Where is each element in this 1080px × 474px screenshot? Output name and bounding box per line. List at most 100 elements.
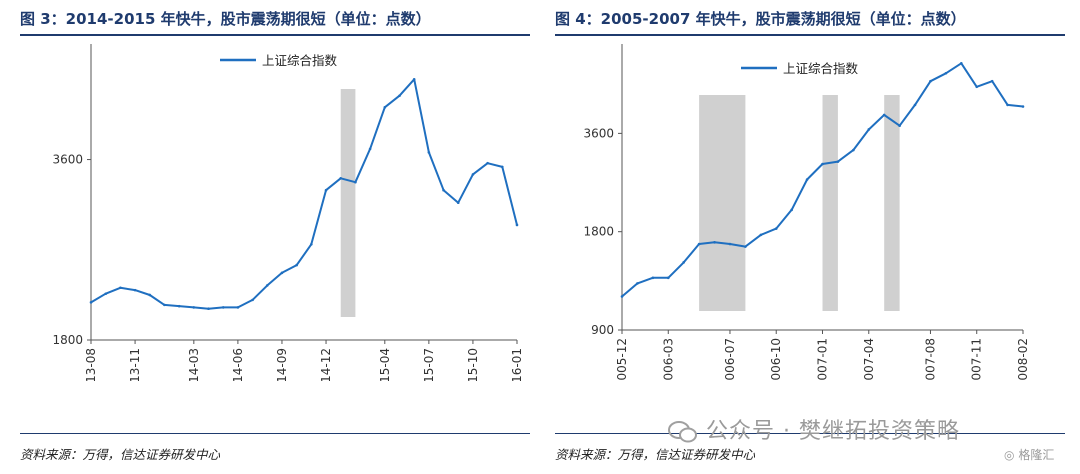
data-point xyxy=(975,85,979,89)
y-tick-label: 900 xyxy=(591,323,614,337)
x-tick-label: 2007-01 xyxy=(816,338,830,381)
x-tick-label: 2006-07 xyxy=(723,338,737,381)
x-tick-label: 2014-06 xyxy=(231,348,245,381)
wechat-icon xyxy=(668,421,697,443)
data-point xyxy=(666,276,670,280)
data-point xyxy=(882,113,886,117)
data-point xyxy=(486,161,489,165)
data-point xyxy=(280,271,284,275)
source-note: 资料来源：万得，信达证券研发中心 xyxy=(20,447,221,462)
data-point xyxy=(759,233,763,237)
chart-figure-4: 900 1800 3600 2005-12 2006-03 2006-07 2006-10 2… xyxy=(583,44,1030,381)
data-point xyxy=(192,306,196,309)
chart-figure-3: 1800 3600 2013-08 2013-11 2014-03 2014-06 2014… xyxy=(52,44,524,381)
x-tick-label: 2005-12 xyxy=(615,338,629,381)
data-point xyxy=(898,124,901,128)
bottom-rule xyxy=(20,433,530,434)
data-point xyxy=(728,242,732,246)
shaded-period xyxy=(699,95,746,311)
data-point xyxy=(682,261,685,264)
data-point xyxy=(744,245,747,248)
data-point xyxy=(713,241,716,244)
data-point xyxy=(821,162,824,166)
data-point xyxy=(163,303,166,307)
data-point xyxy=(251,298,254,302)
data-point xyxy=(398,94,401,98)
x-tick-label: 2015-07 xyxy=(422,348,436,381)
shaded-period xyxy=(340,89,356,317)
x-tick-label: 2014-09 xyxy=(275,348,289,381)
legend-label: 上证综合指数 xyxy=(262,53,338,68)
figure-3-panel: 图 3：2014-2015 年快牛，股市震荡期很短（单位：点数） 1800 360… xyxy=(20,0,540,474)
data-point xyxy=(456,201,460,205)
x-tick-label: 2006-10 xyxy=(769,338,783,381)
x-tick-label: 2015-10 xyxy=(466,348,480,381)
data-point xyxy=(501,165,504,169)
data-point xyxy=(929,79,932,83)
data-point xyxy=(427,151,431,154)
data-point xyxy=(119,286,122,290)
shaded-period xyxy=(884,95,900,311)
figure-4-panel: 图 4：2005-2007 年快牛，股市震荡期很短（单位：点数） 900 1800… xyxy=(555,0,1075,474)
data-point xyxy=(412,77,416,81)
logo-icon: ◎ xyxy=(1004,448,1015,462)
data-point xyxy=(265,284,269,287)
x-tick-label: 2006-03 xyxy=(661,338,675,381)
source-note: 资料来源：万得，信达证券研发中心 xyxy=(555,447,756,462)
data-point xyxy=(636,282,639,285)
data-point xyxy=(1021,105,1025,108)
data-point xyxy=(836,160,840,163)
x-tick-label: 2016-01 xyxy=(510,348,524,381)
data-point xyxy=(368,147,372,151)
series-line xyxy=(90,78,518,310)
watermark: 公众号 · 樊继拓投资策略 xyxy=(668,413,960,445)
x-tick-label: 2014-12 xyxy=(319,348,333,381)
logo-text: 格隆汇 xyxy=(1018,448,1055,462)
x-tick-label: 2015-04 xyxy=(378,348,392,381)
data-point xyxy=(944,71,948,75)
x-tick-label: 2014-03 xyxy=(187,348,201,381)
data-point xyxy=(89,301,93,304)
y-tick-label: 3600 xyxy=(583,126,614,140)
y-tick-label: 1800 xyxy=(583,225,614,239)
data-point xyxy=(515,223,519,227)
watermark-logo: ◎ 格隆汇 xyxy=(1004,446,1054,463)
data-point xyxy=(207,307,210,310)
y-tick-label: 3600 xyxy=(52,153,83,167)
shaded-period xyxy=(822,95,838,311)
figure-title: 图 3：2014-2015 年快牛，股市震荡期很短（单位：点数） xyxy=(20,10,431,28)
data-point xyxy=(913,103,917,107)
data-point xyxy=(177,304,181,308)
data-point xyxy=(651,276,655,280)
data-point xyxy=(697,242,701,246)
data-point xyxy=(339,176,343,180)
title-rule xyxy=(20,34,530,36)
data-point xyxy=(1006,103,1009,107)
x-tick-label: 2013-11 xyxy=(128,348,142,381)
data-point xyxy=(295,263,298,267)
data-point xyxy=(236,306,240,309)
data-point xyxy=(867,128,871,131)
data-point xyxy=(310,242,313,246)
watermark-text: 公众号 · 樊继拓投资策略 xyxy=(706,419,960,444)
x-tick-label: 2007-08 xyxy=(923,338,937,381)
legend-label: 上证综合指数 xyxy=(783,61,859,76)
data-point xyxy=(620,295,624,298)
data-point xyxy=(383,106,387,109)
data-point xyxy=(442,188,445,192)
data-point xyxy=(805,178,809,181)
data-point xyxy=(471,173,475,176)
data-point xyxy=(148,293,152,297)
x-tick-label: 2007-11 xyxy=(970,338,984,381)
data-point xyxy=(990,79,994,83)
data-point xyxy=(104,292,107,296)
data-point xyxy=(774,227,778,230)
bottom-rule xyxy=(555,433,1065,434)
y-tick-label: 1800 xyxy=(52,333,83,347)
data-point xyxy=(324,188,328,192)
data-point xyxy=(133,288,137,292)
x-tick-label: 2007-04 xyxy=(862,338,876,381)
x-tick-label: 2008-02 xyxy=(1016,338,1030,381)
data-point xyxy=(852,148,855,152)
data-point xyxy=(790,208,793,212)
